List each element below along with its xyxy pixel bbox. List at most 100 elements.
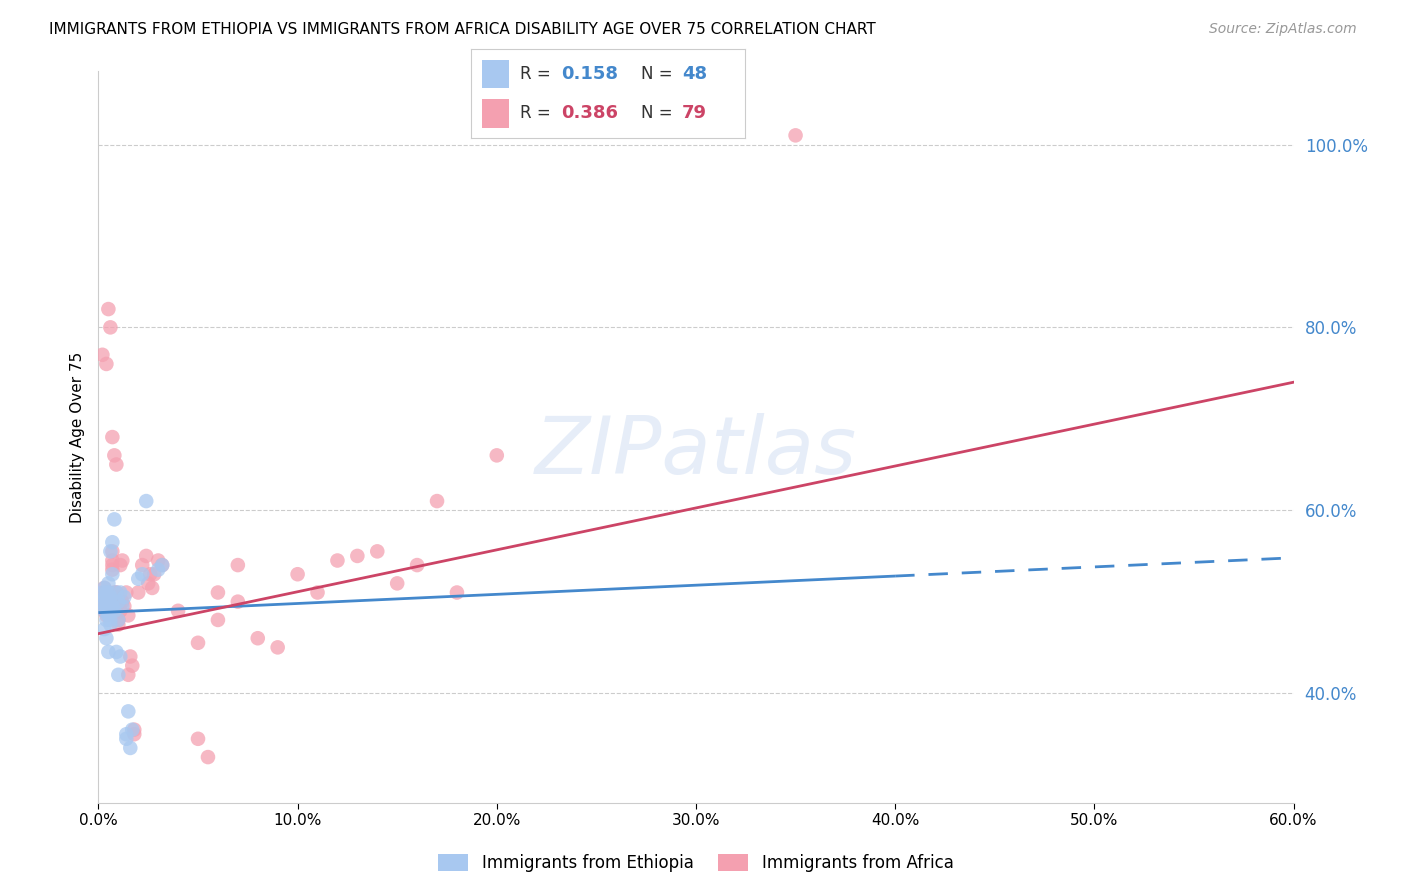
Point [98,544,122,558]
Point [103,585,125,599]
Point [97,645,120,659]
Point [103,604,125,618]
Point [101,430,124,444]
Point [96,608,118,623]
Point [112,590,135,604]
Point [485,448,508,462]
Text: Source: ZipAtlas.com: Source: ZipAtlas.com [1209,22,1357,37]
Point [197,750,219,764]
Point [110,649,132,664]
Point [226,558,249,573]
Point [111,553,134,567]
Point [97,604,120,618]
Point [97,608,120,623]
Legend: Immigrants from Ethiopia, Immigrants from Africa: Immigrants from Ethiopia, Immigrants fro… [432,847,960,879]
Point [101,594,124,608]
Point [103,448,125,462]
Point [107,667,129,681]
Point [446,585,468,599]
Point [150,558,173,573]
Point [97,576,120,591]
Point [426,494,449,508]
Point [385,576,409,591]
Point [143,567,166,582]
Point [96,594,118,608]
Point [117,705,139,719]
Point [93,581,115,595]
Point [785,128,807,143]
Point [136,576,159,591]
Point [96,585,118,599]
Point [91,599,114,614]
Text: 79: 79 [682,104,707,122]
Point [326,553,349,567]
Point [98,602,122,616]
Point [127,572,149,586]
Point [105,606,128,620]
Text: N =: N = [641,104,678,122]
Point [148,553,170,567]
Point [93,585,115,599]
Point [98,617,122,632]
Point [135,549,157,563]
Point [150,558,173,573]
Point [110,604,132,618]
Text: 0.158: 0.158 [561,65,619,83]
Point [96,613,118,627]
Point [287,567,309,582]
Point [98,590,122,604]
Point [121,723,143,737]
Point [187,636,209,650]
Point [96,357,118,371]
Point [226,594,249,608]
Point [97,606,120,620]
Point [96,590,118,604]
Point [97,585,120,599]
Point [98,604,122,618]
Point [89,594,111,608]
Point [105,585,128,599]
Text: ZIPatlas: ZIPatlas [534,413,858,491]
Point [127,585,149,599]
Bar [482,60,509,88]
Point [91,348,114,362]
Point [93,604,115,618]
Point [89,594,111,608]
Point [111,594,134,608]
Point [117,667,139,681]
Point [98,613,122,627]
Point [167,604,190,618]
Point [131,558,153,573]
Point [148,563,170,577]
Point [107,613,129,627]
Text: IMMIGRANTS FROM ETHIOPIA VS IMMIGRANTS FROM AFRICA DISABILITY AGE OVER 75 CORREL: IMMIGRANTS FROM ETHIOPIA VS IMMIGRANTS F… [49,22,876,37]
Point [103,604,125,618]
Point [117,608,139,623]
Point [91,599,114,614]
Point [98,594,122,608]
Point [110,585,132,599]
Point [98,599,122,614]
Point [98,587,122,601]
Point [96,597,118,611]
Point [366,544,388,558]
Point [105,599,128,614]
Text: R =: R = [520,104,557,122]
Point [121,658,143,673]
Point [115,727,138,741]
Point [105,585,128,599]
Point [112,599,135,614]
Point [93,590,115,604]
Text: R =: R = [520,65,557,83]
Point [91,585,114,599]
Point [105,645,128,659]
Point [139,567,162,582]
Point [101,558,124,573]
Point [93,604,115,618]
Point [120,740,142,755]
Point [110,558,132,573]
Point [101,599,124,614]
Point [120,649,142,664]
Point [107,594,129,608]
Point [103,512,125,526]
